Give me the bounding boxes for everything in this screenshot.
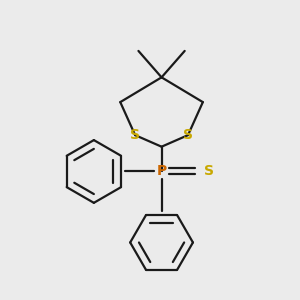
Text: S: S — [183, 128, 193, 142]
Text: S: S — [204, 164, 214, 178]
Text: P: P — [156, 164, 167, 178]
Text: S: S — [130, 128, 140, 142]
